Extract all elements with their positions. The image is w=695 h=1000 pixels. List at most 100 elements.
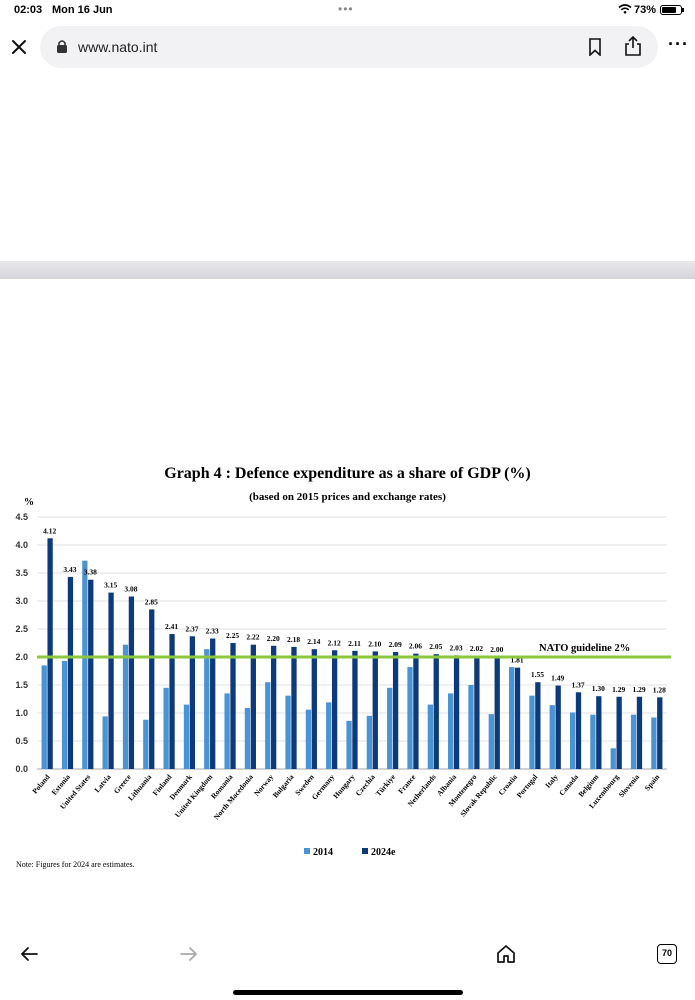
chart-title: Graph 4 : Defence expenditure as a share…	[164, 465, 531, 482]
data-label: 1.81	[511, 656, 524, 665]
home-icon[interactable]	[496, 944, 516, 964]
back-arrow-icon[interactable]	[20, 946, 38, 962]
bar-2014	[285, 695, 291, 769]
y-axis-unit: %	[24, 497, 34, 508]
data-label: 2.03	[450, 643, 463, 652]
bar-2024e	[596, 696, 602, 769]
bar-2024e	[474, 655, 480, 769]
bar-2014	[346, 720, 352, 769]
bar-2014	[305, 709, 312, 769]
bar-2014	[224, 693, 230, 769]
bar-2014	[204, 649, 210, 769]
more-options-icon[interactable]: ···	[668, 34, 689, 54]
data-label: 2.09	[389, 640, 402, 649]
bar-2024e	[514, 667, 521, 769]
bar-2024e	[494, 657, 500, 769]
bar-2024e	[433, 654, 439, 769]
bar-2014	[427, 704, 433, 769]
legend-swatch-2024e	[362, 848, 368, 854]
data-label: 2.00	[490, 645, 503, 654]
bar-2024e	[575, 692, 582, 769]
bar-2024e	[88, 579, 94, 769]
x-tick-label: Latvia	[92, 772, 112, 794]
x-tick-label: Poland	[30, 772, 52, 796]
y-tick-label: 0.0	[15, 764, 28, 774]
x-tick-label: Slovenia	[617, 772, 641, 799]
bar-2024e	[453, 655, 460, 769]
chart-note: Note: Figures for 2024 are estimates.	[16, 860, 135, 869]
data-label: 3.15	[104, 581, 117, 590]
data-label: 2.22	[246, 633, 259, 642]
data-label: 2.05	[429, 642, 442, 651]
battery-percent: 73%	[634, 4, 657, 16]
data-label: 1.30	[592, 684, 605, 693]
y-tick-label: 4.0	[15, 540, 28, 550]
bar-2014	[102, 716, 108, 769]
bar-2014	[630, 714, 637, 769]
bar-2014	[387, 687, 393, 769]
x-tick-label: Slovak Republic	[458, 772, 499, 818]
bar-chart: % 0.0 0.5 1.0 1.5 2.0 2.5 3.0 3.5 4.0 4.5 4.12 Polan…	[15, 497, 671, 858]
bar-2014	[488, 714, 494, 769]
legend-label-2024e: 2024e	[371, 847, 396, 858]
legend-swatch-2014	[304, 848, 310, 854]
y-tick-label: 2.0	[15, 652, 28, 662]
bar-2014	[61, 660, 68, 769]
bar-2024e	[555, 685, 561, 769]
data-label: 1.29	[632, 685, 645, 694]
forward-arrow-icon[interactable]	[180, 946, 198, 962]
bar-2014	[244, 707, 251, 769]
bar-2014	[508, 667, 515, 769]
data-label: 1.28	[653, 685, 666, 694]
bar-2024e	[149, 609, 155, 769]
data-label: 2.10	[368, 639, 381, 648]
browser-toolbar: www.nato.int ···	[0, 24, 695, 72]
data-label: 2.12	[328, 638, 341, 647]
x-tick-label: Türkiye	[374, 772, 398, 798]
bookmark-icon[interactable]	[588, 38, 602, 56]
data-label: 2.33	[206, 627, 219, 636]
bar-2024e	[535, 682, 541, 769]
bar-2014	[651, 717, 657, 769]
bar-2014	[448, 693, 454, 769]
chart-subtitle: (based on 2015 prices and exchange rates…	[249, 491, 446, 503]
close-icon[interactable]	[10, 38, 28, 56]
browser-bottom-bar: 70	[0, 930, 695, 1000]
status-date: Mon 16 Jun	[52, 4, 113, 16]
bar-2024e	[372, 651, 378, 769]
home-indicator[interactable]	[233, 990, 463, 995]
bar-2014	[529, 695, 535, 769]
data-label: 2.37	[185, 624, 198, 633]
bar-2024e	[616, 696, 622, 769]
bar-2024e	[657, 697, 663, 769]
y-tick-label: 3.0	[15, 596, 28, 606]
bar-2014	[590, 714, 596, 769]
y-tick-label: 0.5	[15, 736, 28, 746]
bar-2024e	[128, 596, 135, 769]
bar-2014	[82, 560, 88, 769]
share-icon[interactable]	[624, 35, 642, 57]
data-label: 1.55	[531, 670, 544, 679]
url-text[interactable]: www.nato.int	[78, 39, 158, 55]
status-time: 02:03	[14, 4, 43, 16]
y-tick-label: 3.5	[15, 568, 28, 578]
bar-2014	[265, 682, 271, 769]
y-tick-label: 2.5	[15, 624, 28, 634]
bar-2024e	[271, 645, 277, 769]
data-label: 3.38	[84, 568, 97, 577]
bar-2024e	[636, 696, 643, 769]
bar-2024e	[311, 649, 317, 769]
bar-2024e	[47, 538, 53, 769]
wifi-icon	[618, 4, 632, 14]
data-label: 2.02	[470, 644, 483, 653]
page-divider	[0, 261, 695, 279]
address-bar[interactable]: www.nato.int	[40, 26, 658, 68]
data-label: 2.85	[145, 597, 158, 606]
bar-2024e	[413, 653, 419, 769]
bar-2024e	[108, 592, 114, 769]
tabs-button[interactable]: 70	[657, 944, 677, 964]
bar-2024e	[331, 650, 338, 769]
multitask-dots-icon[interactable]: •••	[338, 2, 354, 16]
battery-icon	[660, 5, 684, 15]
data-label: 4.12	[43, 526, 56, 535]
